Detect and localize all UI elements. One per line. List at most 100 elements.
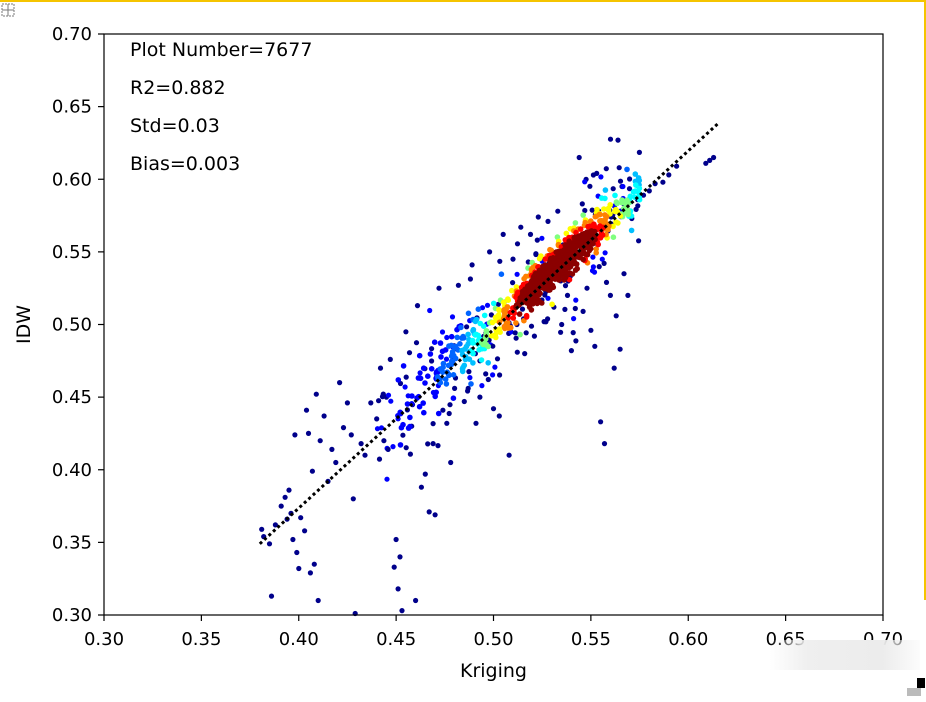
scatter-point [395,586,401,592]
scatter-point [624,166,630,173]
scatter-point [430,421,436,427]
scatter-point [259,526,265,532]
scatter-point [612,208,618,215]
scatter-point [509,280,516,286]
scatter-point [460,335,467,341]
scatter-point [400,363,407,369]
scatter-point [506,452,512,458]
scatter-points [259,136,717,617]
scatter-point [420,365,427,372]
scatter-point [522,351,528,357]
scatter-point [439,329,446,335]
scatter-point [545,218,551,224]
scatter-point [450,372,457,378]
scatter-point [440,407,446,413]
scatter-point [376,456,383,462]
scatter-point [407,451,413,457]
scatter-point [465,331,471,338]
scatter-point [282,494,288,500]
scatter-point [329,446,335,452]
scatter-point [397,554,403,560]
scatter-point [393,536,399,543]
scatter-point [492,331,499,338]
scatter-point [388,398,394,404]
scatter-point [589,207,595,213]
scatter-point [621,271,627,277]
scatter-point [368,400,374,406]
scatter-point [427,351,434,357]
scatter-point [613,313,619,319]
scatter-point [518,224,524,230]
stat-annotation: R2=0.882 [130,77,226,99]
scatter-point [517,331,523,338]
scatter-point [601,206,607,212]
scatter-point [337,380,343,386]
scatter-point [636,149,643,155]
scatter-point [602,250,608,256]
scatter-point [416,352,423,359]
scatter-point [298,515,304,521]
scatter-point [417,370,423,376]
scatter-point [627,176,633,182]
scatter-point [571,316,577,322]
y-tick-label: 0.60 [52,169,92,190]
scatter-point [535,214,541,220]
scatter-point [610,223,616,230]
scatter-point [601,441,608,447]
scatter-point [496,315,502,321]
x-tick-label: 0.45 [376,629,416,650]
y-tick-label: 0.55 [52,242,92,263]
scatter-point [465,388,471,394]
scatter-point [286,487,292,493]
scatter-point [440,364,446,371]
scatter-point [477,394,483,400]
scatter-point [513,320,519,326]
move-handle-icon[interactable] [0,2,16,18]
y-tick-label: 0.45 [52,387,92,408]
x-tick-label: 0.35 [181,629,221,650]
scatter-point [458,324,464,331]
scatter-point [406,350,413,356]
scatter-point [391,564,397,570]
scatter-point [548,283,554,290]
scatter-point [466,356,473,363]
scatter-point [568,348,575,354]
scatter-point [403,374,409,380]
scatter-point [400,421,406,428]
scatter-point [403,329,409,335]
scatter-point [549,301,555,308]
stat-annotation: Std=0.03 [130,115,220,137]
scatter-point [617,178,624,184]
scatter-point [492,364,498,370]
scatter-point [436,285,442,291]
scatter-point [545,295,551,301]
scatter-point [495,301,501,307]
scatter-point [313,391,319,397]
scatter-point [523,312,530,319]
x-axis-ticks: 0.300.350.400.450.500.550.600.650.70 [84,615,903,650]
scatter-point [674,163,680,169]
scatter-point [317,438,323,444]
scatter-point [303,407,310,413]
scatter-point [626,186,633,192]
watermark-blur [770,640,920,670]
scatter-point [278,503,284,509]
scatter-point [397,442,404,448]
scatter-point [358,441,364,447]
scatter-point [376,398,382,404]
scatter-point [469,262,475,268]
scatter-point [402,384,408,390]
scatter-point [582,207,588,214]
scatter-point [467,276,473,282]
scatter-point [615,137,621,143]
scatter-point [576,154,582,161]
scatter-point [416,403,423,410]
scatter-point [580,212,586,218]
scatter-point [435,410,442,417]
scatter-point [612,192,618,199]
scatter-point [446,372,452,379]
scatter-point [403,445,409,451]
scatter-point [473,420,479,426]
scatter-point [510,256,516,262]
scatter-point [636,185,643,192]
